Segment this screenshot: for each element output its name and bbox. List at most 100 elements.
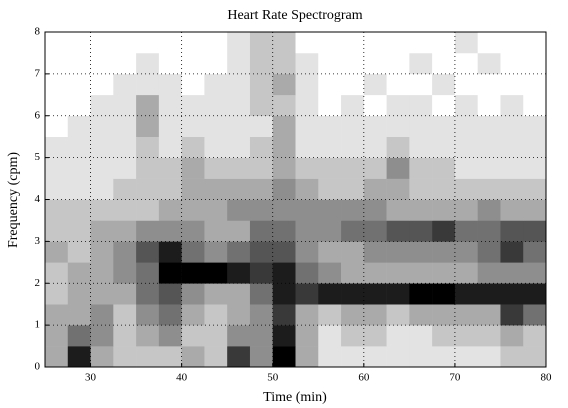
- heat-cell: [136, 262, 160, 284]
- heat-cell: [158, 115, 182, 137]
- heat-cell: [341, 32, 365, 54]
- heat-cell: [454, 262, 478, 284]
- heat-cell: [227, 262, 251, 284]
- heat-cell: [272, 283, 296, 305]
- heat-cell: [90, 220, 114, 242]
- heat-cell: [272, 241, 296, 263]
- heat-cell: [113, 199, 137, 221]
- heat-cell: [204, 199, 228, 221]
- heat-cell: [158, 304, 182, 326]
- heat-cell: [181, 52, 205, 75]
- heat-cell: [181, 94, 205, 117]
- heat-cell: [454, 178, 478, 200]
- heat-cell: [67, 52, 91, 75]
- heat-cell: [500, 199, 524, 221]
- heat-cell: [227, 136, 251, 158]
- heat-cell: [386, 178, 410, 200]
- heat-cell: [477, 73, 501, 96]
- heat-cell: [523, 136, 547, 158]
- heat-cell: [90, 283, 114, 305]
- heat-cell: [67, 157, 91, 179]
- heat-cell: [113, 178, 137, 200]
- heat-cell: [67, 178, 91, 200]
- heat-cell: [272, 115, 296, 137]
- heat-cell: [363, 115, 387, 137]
- heat-cell: [477, 241, 501, 263]
- heat-cell: [523, 94, 547, 117]
- heat-cell: [386, 73, 410, 96]
- heat-cell: [386, 304, 410, 326]
- heat-cell: [454, 304, 478, 326]
- heat-cell: [204, 346, 228, 368]
- heat-cell: [136, 178, 160, 200]
- heat-cell: [249, 94, 274, 117]
- heat-cell: [363, 178, 387, 200]
- heat-cell: [67, 136, 91, 158]
- heat-cell: [113, 52, 137, 75]
- heat-cell: [318, 32, 342, 54]
- heat-cell: [363, 220, 387, 242]
- heat-cell: [249, 136, 274, 158]
- heat-cell: [181, 178, 205, 200]
- heat-cell: [295, 346, 319, 368]
- heat-cell: [386, 220, 410, 242]
- heat-cell: [477, 32, 501, 54]
- heat-cell: [363, 157, 387, 179]
- heat-cell: [500, 325, 524, 347]
- heat-cell: [181, 283, 205, 305]
- heat-cell: [181, 262, 205, 284]
- heat-cell: [432, 325, 456, 347]
- heat-cell: [272, 94, 296, 117]
- heat-cell: [136, 346, 160, 368]
- heat-cell: [295, 325, 319, 347]
- heat-cell: [45, 136, 69, 158]
- heat-cell: [249, 157, 274, 179]
- heat-cell: [227, 94, 251, 117]
- heat-cell: [477, 304, 501, 326]
- heat-cell: [136, 304, 160, 326]
- heat-cell: [272, 262, 296, 284]
- heat-cell: [500, 32, 524, 54]
- heat-cell: [318, 115, 342, 137]
- heat-cell: [341, 94, 365, 117]
- heat-cell: [386, 115, 410, 137]
- heat-cell: [432, 136, 456, 158]
- heat-cell: [477, 178, 501, 200]
- heat-cell: [181, 73, 205, 96]
- heat-cell: [318, 199, 342, 221]
- heat-cell: [523, 241, 547, 263]
- heat-cell: [295, 304, 319, 326]
- heat-cell: [409, 304, 433, 326]
- heat-cell: [249, 73, 274, 96]
- heat-cell: [409, 115, 433, 137]
- heat-cell: [523, 304, 547, 326]
- heat-cell: [454, 115, 478, 137]
- heat-cell: [67, 94, 91, 117]
- heat-cell: [295, 241, 319, 263]
- heat-cell: [432, 283, 456, 305]
- y-tick-label: 7: [35, 67, 41, 79]
- heat-cell: [454, 346, 478, 368]
- heat-cell: [181, 136, 205, 158]
- heat-cell: [181, 32, 205, 54]
- heat-cell: [341, 346, 365, 368]
- heat-cell: [295, 32, 319, 54]
- heat-cell: [409, 178, 433, 200]
- heat-cell: [158, 52, 182, 75]
- heat-cell: [341, 262, 365, 284]
- heat-cell: [272, 136, 296, 158]
- heat-cell: [204, 178, 228, 200]
- heat-cell: [409, 73, 433, 96]
- heat-cell: [45, 262, 69, 284]
- heat-cell: [249, 262, 274, 284]
- heat-cell: [90, 115, 114, 137]
- heat-cell: [454, 241, 478, 263]
- heat-cell: [295, 283, 319, 305]
- heat-cell: [386, 199, 410, 221]
- heat-cell: [249, 220, 274, 242]
- heat-cell: [295, 115, 319, 137]
- heat-cell: [181, 241, 205, 263]
- heat-cell: [204, 32, 228, 54]
- heat-cell: [295, 136, 319, 158]
